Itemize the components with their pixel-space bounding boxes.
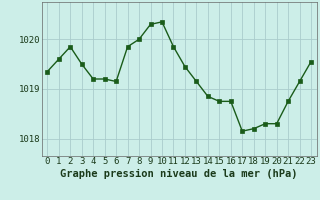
X-axis label: Graphe pression niveau de la mer (hPa): Graphe pression niveau de la mer (hPa) xyxy=(60,169,298,179)
